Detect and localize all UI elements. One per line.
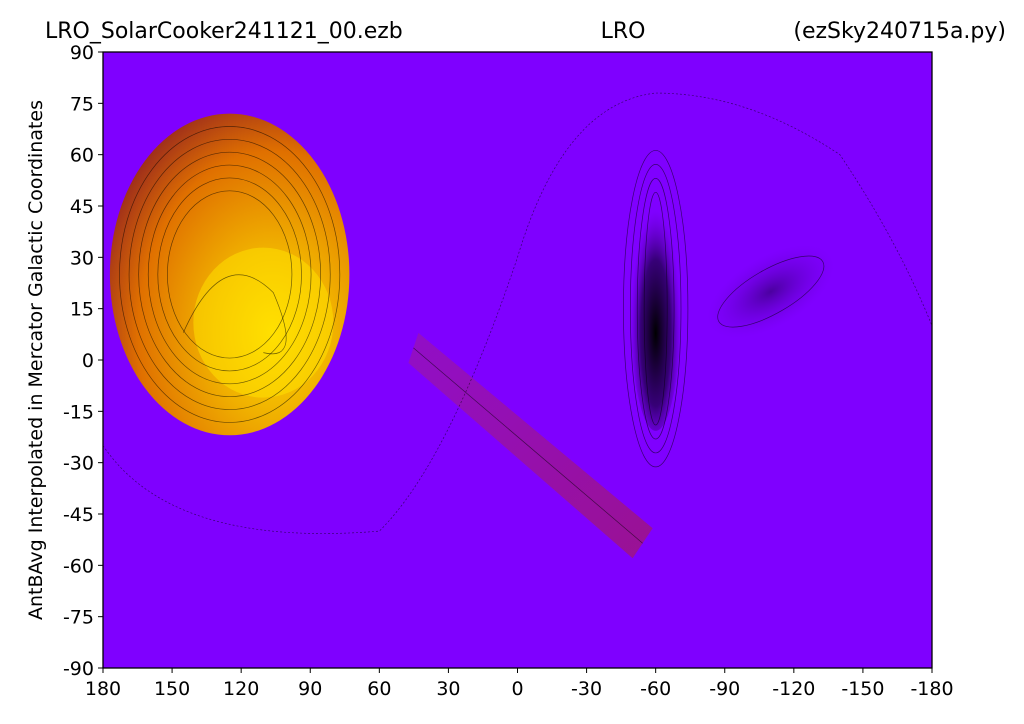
warm-ridge [408, 332, 653, 559]
title-center: LRO [601, 19, 646, 44]
hot-peak [193, 247, 334, 398]
x-tick-label: -90 [709, 678, 740, 700]
contour-line [717, 255, 825, 328]
heatmap-features [109, 113, 834, 559]
y-tick-label: 0 [82, 350, 94, 372]
y-tick-label: 75 [70, 93, 94, 115]
contour-line [643, 191, 668, 426]
contour-line [623, 150, 689, 468]
contour-line [167, 190, 293, 359]
y-tick-label: -30 [63, 453, 94, 475]
contour-line [128, 138, 331, 410]
x-tick-label: 30 [436, 678, 460, 700]
y-tick-label: -90 [63, 658, 94, 680]
y-tick-label: 45 [70, 196, 94, 218]
contour-line [636, 177, 675, 440]
dark-lobe [707, 245, 834, 338]
x-tick-label: -60 [640, 678, 671, 700]
y-tick-label: -60 [63, 555, 94, 577]
x-tick-label: 0 [511, 678, 523, 700]
contour-line [138, 151, 322, 398]
contour-line [157, 177, 302, 372]
x-tick-label: -180 [910, 678, 953, 700]
y-tick-label: 15 [70, 299, 94, 321]
y-tick-label: 90 [70, 42, 94, 64]
x-tick-label: 180 [85, 678, 121, 700]
x-tick-label: -120 [772, 678, 815, 700]
contour-line [413, 347, 643, 544]
contour-line [183, 274, 287, 355]
title-right: (ezSky240715a.py) [793, 19, 1006, 44]
x-tick-label: 90 [298, 678, 322, 700]
x-tick-label: 60 [367, 678, 391, 700]
contour-lines [103, 92, 932, 544]
contour-line [147, 164, 312, 385]
contour-line [103, 92, 932, 534]
y-tick-label: -45 [63, 504, 94, 526]
x-axis-ticks: 180 150 120 90 60 30 0 -30 -60 -90 -120 -150 -180 [85, 668, 954, 700]
y-axis-ticks: 90 75 60 45 30 15 0 -15 -30 -45 -60 -75 -90 [63, 42, 103, 680]
x-tick-label: 120 [223, 678, 259, 700]
plot-area [103, 52, 932, 668]
y-axis-label: AntBAvg Interpolated in Mercator Galacti… [25, 100, 47, 620]
x-tick-label: 150 [154, 678, 190, 700]
y-tick-label: -15 [63, 401, 94, 423]
x-tick-label: -30 [571, 678, 602, 700]
x-tick-label: -150 [841, 678, 884, 700]
y-tick-label: 30 [70, 247, 94, 269]
title-left: LRO_SolarCooker241121_00.ezb [45, 19, 403, 44]
y-tick-label: -75 [63, 607, 94, 629]
contour-line [119, 126, 341, 423]
contour-line [629, 164, 682, 454]
cold-region [630, 186, 681, 431]
y-tick-label: 60 [70, 145, 94, 167]
